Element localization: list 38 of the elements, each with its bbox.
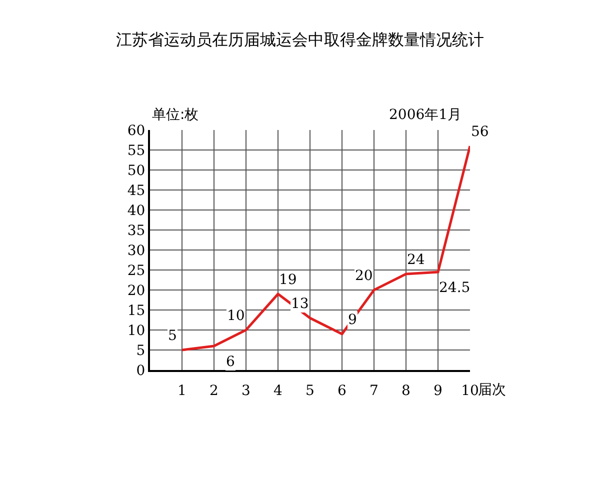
x-tick-label: 2 [210, 382, 218, 399]
x-tick-label: 8 [402, 382, 410, 399]
data-label: 6 [226, 354, 235, 370]
text: 2006年1月 [389, 107, 462, 123]
data-label: 9 [348, 312, 357, 328]
chart-title: 江苏省运动员在历届城运会中取得金牌数量情况统计 [116, 30, 484, 49]
data-label: 5 [168, 328, 177, 344]
data-label: 24 [407, 252, 425, 268]
y-tick-label: 15 [127, 302, 146, 319]
y-tick-label: 40 [127, 202, 146, 219]
data-label: 20 [355, 268, 373, 284]
data-label: 10 [227, 308, 245, 324]
x-tick-label: 6 [338, 382, 347, 399]
x-tick-label: 5 [306, 382, 314, 399]
line-series [180, 144, 470, 352]
y-tick-label: 45 [127, 182, 146, 199]
data-label: 56 [471, 124, 489, 140]
x-axis-title: 届次 [478, 382, 506, 398]
y-tick-label: 10 [127, 322, 146, 339]
y-tick-label: 30 [127, 242, 146, 259]
x-tick-label: 3 [242, 382, 250, 399]
y-tick-label: 25 [127, 262, 146, 279]
y-tick-label: 5 [136, 342, 146, 359]
y-tick-label: 0 [136, 362, 146, 379]
y-tick-label: 55 [127, 142, 146, 159]
data-label: 24.5 [439, 280, 470, 296]
x-tick-label: 1 [178, 382, 186, 399]
y-tick-label: 35 [127, 222, 146, 239]
x-tick-label: 10 [461, 382, 479, 399]
y-tick-label: 20 [127, 282, 146, 299]
y-axis-title: 单位:枚 [152, 107, 199, 123]
x-tick-label: 4 [274, 382, 283, 399]
y-tick-label: 60 [127, 122, 146, 139]
x-tick-label: 7 [370, 382, 378, 399]
x-tick-label: 9 [434, 382, 442, 399]
data-label: 19 [279, 272, 297, 288]
data-label: 13 [291, 296, 309, 312]
y-tick-label: 50 [127, 162, 146, 179]
